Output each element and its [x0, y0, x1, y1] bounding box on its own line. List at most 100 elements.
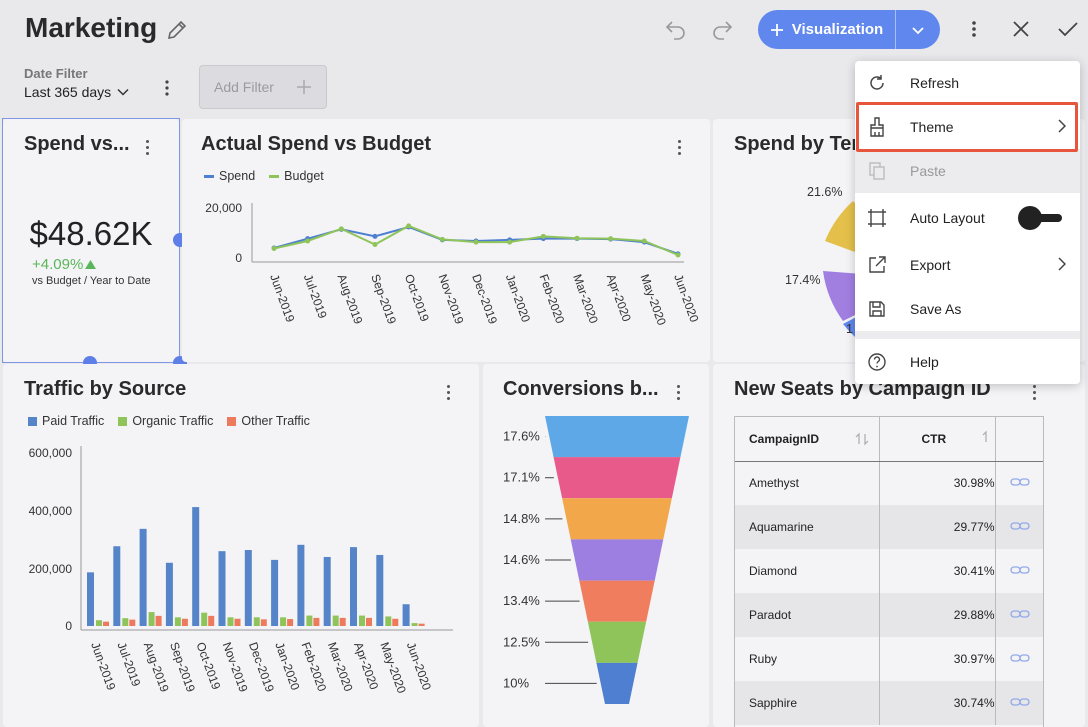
link-icon[interactable] — [1010, 609, 1030, 619]
visualization-dropdown[interactable] — [896, 10, 940, 49]
menu-separator — [855, 331, 1080, 339]
menu-item-auto-layout[interactable]: Auto Layout — [855, 196, 1080, 240]
spend-budget-legend: Spend Budget — [204, 169, 324, 183]
kpi-options-icon[interactable] — [139, 137, 155, 157]
table-row[interactable]: Amethyst 30.98% — [735, 461, 1043, 505]
x-tick-label: Apr-2020 — [604, 272, 634, 323]
bar-organic-traffic — [280, 617, 287, 626]
menu-item-help[interactable]: Help — [855, 340, 1080, 384]
add-filter-button[interactable]: Add Filter — [199, 65, 327, 109]
y-tick-label: 0 — [65, 619, 72, 633]
close-icon[interactable] — [1008, 16, 1034, 42]
bar-organic-traffic — [332, 615, 339, 626]
plus-icon — [297, 80, 311, 94]
table-row[interactable]: Diamond 30.41% — [735, 549, 1043, 593]
conversions-options-icon[interactable] — [670, 382, 686, 402]
funnel-label: 14.6% — [503, 552, 540, 567]
link-cell[interactable] — [995, 461, 1043, 505]
menu-item-theme[interactable]: Theme — [855, 105, 1080, 149]
menu-item-export[interactable]: Export — [855, 243, 1080, 287]
chevron-right-icon — [1058, 119, 1066, 133]
link-icon[interactable] — [1010, 565, 1030, 575]
bar-other-traffic — [313, 617, 320, 626]
x-tick-label: Mar-2020 — [570, 272, 601, 325]
kpi-delta-value: +4.09% — [32, 256, 84, 273]
sort-icon[interactable] — [979, 430, 993, 444]
menu-label-save-as: Save As — [910, 301, 962, 317]
data-point — [540, 233, 546, 239]
x-tick-label: Oct-2019 — [402, 272, 432, 323]
redo-icon[interactable] — [709, 16, 735, 42]
ctr-cell: 30.98% — [879, 461, 996, 505]
add-visualization-button[interactable]: Visualization — [758, 10, 940, 49]
bar-other-traffic — [129, 619, 136, 626]
traffic-card[interactable]: Traffic by Source Paid Traffic Organic T… — [3, 364, 479, 727]
link-icon[interactable] — [1010, 477, 1030, 487]
undo-icon[interactable] — [663, 16, 689, 42]
bar-other-traffic — [287, 619, 294, 626]
bar-organic-traffic — [201, 612, 208, 626]
save-icon — [866, 298, 888, 320]
auto-layout-toggle[interactable] — [1018, 206, 1062, 230]
ctr-cell: 30.74% — [879, 681, 996, 725]
legend-item-organic: Organic Traffic — [118, 414, 213, 428]
spend-budget-card[interactable]: Actual Spend vs Budget Spend Budget 20,0… — [182, 119, 710, 362]
bar-other-traffic — [339, 617, 346, 626]
column-header-campaignid[interactable]: CampaignID — [735, 417, 880, 462]
bar-other-traffic — [103, 621, 109, 626]
spend-budget-options-icon[interactable] — [671, 137, 687, 157]
link-cell[interactable] — [995, 681, 1043, 725]
add-filter-label: Add Filter — [214, 79, 274, 95]
campaign-id-cell: Diamond — [735, 549, 880, 593]
y-tick-label: 600,000 — [29, 446, 73, 460]
table-row[interactable]: Paradot 29.88% — [735, 593, 1043, 637]
link-cell[interactable] — [995, 549, 1043, 593]
pencil-icon[interactable] — [165, 18, 189, 42]
column-header-ctr[interactable]: CTR — [879, 417, 996, 462]
link-icon[interactable] — [1010, 697, 1030, 707]
link-cell[interactable] — [995, 637, 1043, 681]
traffic-title: Traffic by Source — [24, 378, 187, 400]
funnel-label: 10% — [503, 675, 529, 690]
table-row[interactable]: Ruby 30.97% — [735, 637, 1043, 681]
more-options-icon[interactable] — [961, 16, 987, 42]
menu-item-refresh[interactable]: Refresh — [855, 61, 1080, 105]
check-icon[interactable] — [1055, 16, 1081, 42]
conversions-card[interactable]: Conversions b... 17.6% 17.1% 14.8% 14.6% 13.… — [483, 364, 709, 727]
date-filter-dropdown[interactable]: Last 365 days — [24, 84, 129, 100]
link-icon[interactable] — [1010, 521, 1030, 531]
menu-label-auto-layout: Auto Layout — [910, 210, 985, 226]
conversions-title: Conversions b... — [503, 378, 659, 400]
link-cell[interactable] — [995, 505, 1043, 549]
data-point — [641, 238, 647, 244]
context-menu: Refresh Theme Paste Auto Layout Export S… — [855, 61, 1080, 384]
link-cell[interactable] — [995, 593, 1043, 637]
x-tick-label: Apr-2020 — [351, 640, 381, 691]
x-tick-label: Feb-2020 — [537, 272, 568, 325]
x-tick-label: Mar-2020 — [325, 640, 356, 693]
bar-paid-traffic — [244, 550, 252, 626]
bar-organic-traffic — [96, 620, 102, 626]
link-icon[interactable] — [1010, 653, 1030, 663]
x-tick-label: Nov-2019 — [436, 272, 467, 326]
x-tick-label: Sep-2019 — [368, 272, 399, 326]
traffic-options-icon[interactable] — [440, 382, 456, 402]
table-row[interactable]: Sapphire 30.74% — [735, 681, 1043, 725]
plus-icon — [770, 23, 783, 36]
kpi-card[interactable]: Spend vs... $48.62K +4.09% vs Budget / Y… — [3, 119, 179, 362]
menu-item-paste[interactable]: Paste — [855, 149, 1080, 193]
territory-title: Spend by Terri — [734, 133, 873, 155]
table-row[interactable]: Aquamarine 29.77% — [735, 505, 1043, 549]
y-tick-label: 200,000 — [29, 562, 73, 576]
sort-icon[interactable] — [855, 432, 869, 446]
campaign-id-cell: Paradot — [735, 593, 880, 637]
menu-item-save-as[interactable]: Save As — [855, 287, 1080, 331]
seats-card[interactable]: New Seats by Campaign ID CampaignID CTR … — [713, 364, 1085, 727]
x-tick-label: Nov-2019 — [220, 640, 251, 694]
triangle-up-icon — [85, 260, 97, 269]
seats-options-icon[interactable] — [1026, 382, 1042, 402]
filter-options-icon[interactable] — [158, 77, 176, 99]
date-filter-value: Last 365 days — [24, 84, 112, 100]
funnel-label: 17.6% — [503, 429, 540, 444]
x-tick-label: Jul-2019 — [114, 640, 143, 688]
